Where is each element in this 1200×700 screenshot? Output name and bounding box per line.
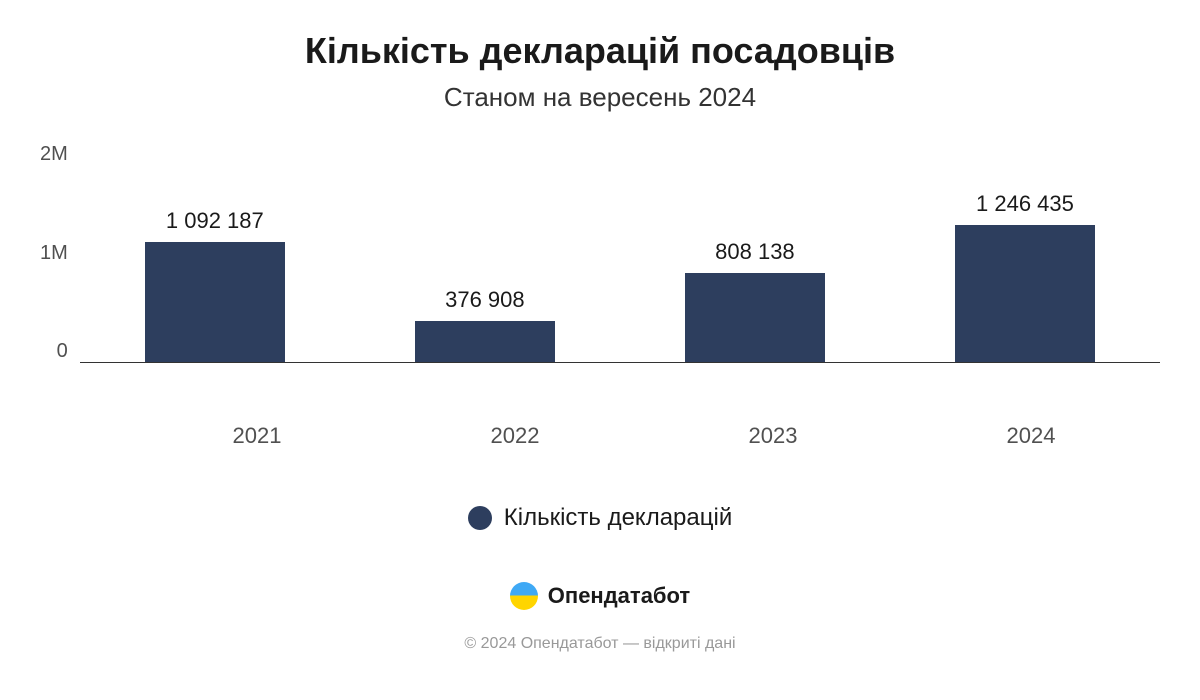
bar-value-label: 1 092 187: [166, 208, 264, 234]
xtick-label: 2024: [902, 423, 1160, 449]
plot-area: 1 092 187 376 908 808 138 1 246 435: [80, 143, 1160, 363]
xtick-label: 2022: [386, 423, 644, 449]
bar: [685, 273, 825, 362]
brand-logo-icon: [510, 582, 538, 610]
copyright-text: © 2024 Опендатабот — відкриті дані: [464, 635, 735, 653]
brand: Опендатабот: [510, 582, 690, 610]
bar-value-label: 1 246 435: [976, 191, 1074, 217]
bars-row: 1 092 187 376 908 808 138 1 246 435: [80, 143, 1160, 362]
x-axis: 2021202220232024: [40, 403, 1160, 449]
legend-text: Кількість декларацій: [504, 504, 732, 532]
ytick-label: 2M: [40, 143, 68, 166]
bar-group: 1 092 187: [80, 208, 350, 362]
y-axis: 2M 1M 0: [40, 143, 80, 363]
bar: [955, 225, 1095, 362]
chart-title: Кількість декларацій посадовців: [305, 30, 895, 72]
chart-container: 2M 1M 0 1 092 187 376 908 808 138 1 246 435: [40, 143, 1160, 403]
legend: Кількість декларацій: [468, 504, 732, 532]
xtick-label: 2023: [644, 423, 902, 449]
ytick-label: 1M: [40, 242, 68, 265]
bar-group: 808 138: [620, 239, 890, 362]
bar: [145, 242, 285, 362]
ytick-label: 0: [57, 340, 68, 363]
brand-name: Опендатабот: [548, 583, 690, 609]
xtick-label: 2021: [128, 423, 386, 449]
bar-group: 1 246 435: [890, 191, 1160, 362]
bar-value-label: 808 138: [715, 239, 795, 265]
bar: [415, 321, 555, 362]
chart-subtitle: Станом на вересень 2024: [444, 82, 756, 113]
bar-value-label: 376 908: [445, 287, 525, 313]
bar-group: 376 908: [350, 287, 620, 362]
legend-marker-icon: [468, 506, 492, 530]
